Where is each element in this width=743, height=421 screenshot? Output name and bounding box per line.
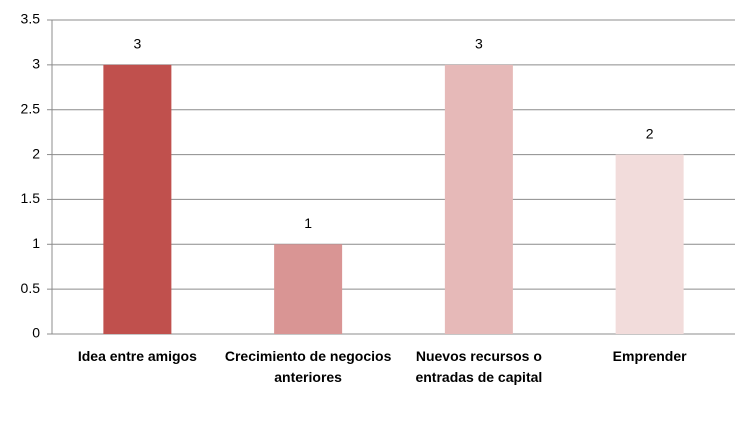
bar [103,64,172,334]
y-tick-label: 0 [32,325,40,341]
data-label: 3 [475,36,483,52]
y-tick-label: 2.5 [21,100,41,116]
bar [444,64,513,334]
data-label: 3 [133,36,141,52]
y-tick-label: 0.5 [21,280,41,296]
bar [615,154,684,334]
x-tick-label: Nuevos recursos o entradas de capital [415,348,543,385]
x-tick-label: Crecimiento de negocios anteriores [224,348,392,385]
y-tick-label: 1.5 [21,190,41,206]
y-tick-label: 1 [32,235,40,251]
x-tick-label: Emprender [612,348,687,364]
data-label: 2 [646,125,654,141]
data-label: 1 [304,215,312,231]
x-tick-label: Idea entre amigos [77,348,197,364]
y-tick-label: 3 [32,56,40,72]
bar [274,244,343,334]
y-tick-label: 3.5 [21,11,41,27]
y-tick-label: 2 [32,145,40,161]
